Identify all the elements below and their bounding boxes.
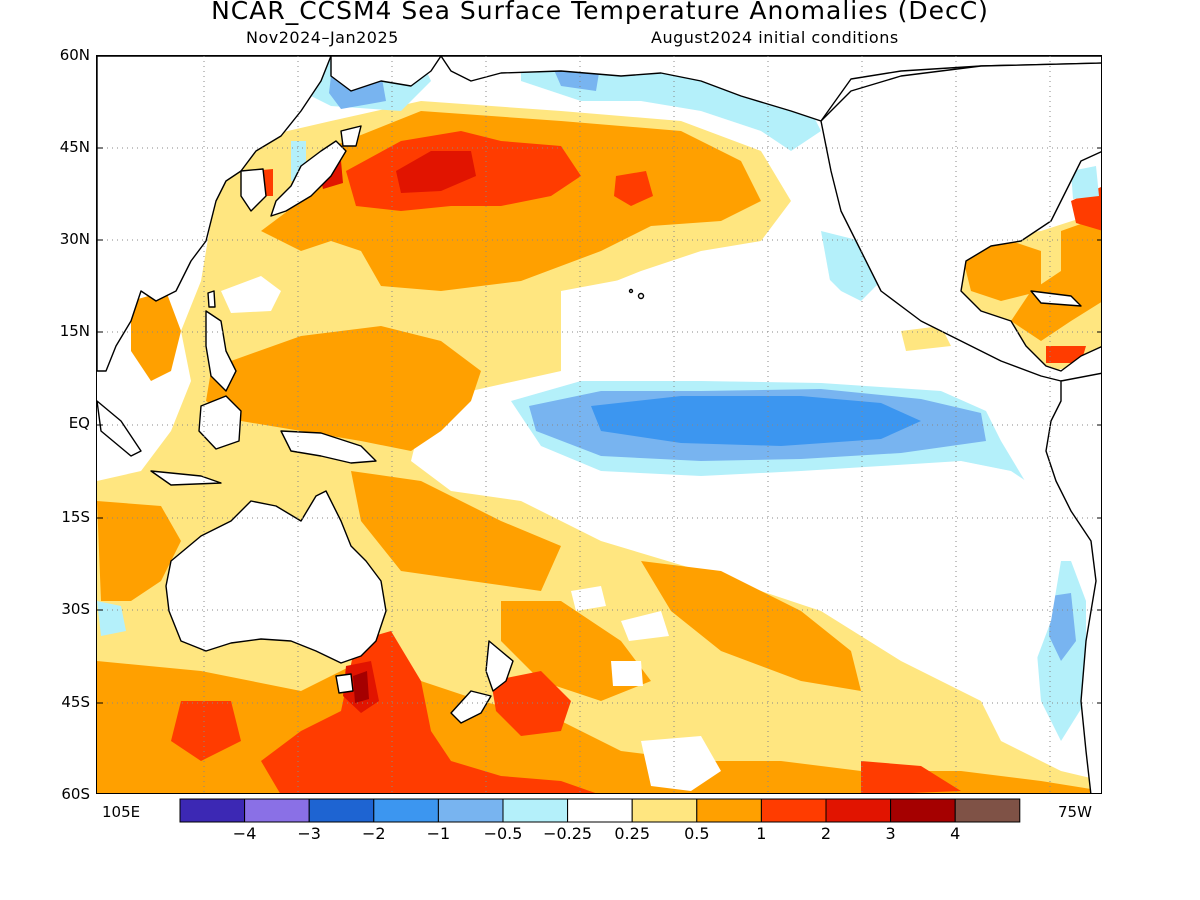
colorbar-label: −1 [426,824,451,843]
sumatra [97,400,142,457]
colorbar-swatch [437,798,504,823]
lat-label-15n: 15N [59,322,90,340]
russia-east [330,56,442,92]
colorbar-swatch [179,798,246,823]
colorbar-label: −4 [232,824,257,843]
colorbar-swatch [631,798,698,823]
colorbar-swatch [308,798,375,823]
colorbar-label: −3 [297,824,321,843]
coastlines [97,56,1101,793]
lon-label-left: 105E [102,803,141,821]
anomaly-maroon [353,671,369,703]
colorbar-swatch [825,798,892,823]
colorbar-label: −0.25 [543,824,593,843]
colorbar-label: −2 [362,824,386,843]
tasmania [335,673,354,694]
forecast-period: Nov2024–Jan2025 [246,28,399,47]
lat-label-15s: 15S [61,508,90,526]
north-america [820,62,1101,382]
map-canvas [97,56,1101,793]
borneo [198,395,242,450]
colorbar-label: 1 [756,824,767,843]
asia-mainland [97,56,332,372]
taiwan [207,290,216,308]
colorbar-swatch [890,798,956,823]
cuba [1030,290,1082,307]
hawaii [637,292,645,300]
colorbar-label: 2 [820,824,832,843]
new-guinea [280,430,377,464]
colorbar-swatch [954,798,1021,823]
colorbar-swatch [502,798,569,823]
australia [165,490,387,664]
colorbar-swatch [567,798,633,823]
colorbar-label: 0.5 [684,824,710,843]
lat-label-30n: 30N [59,230,90,248]
south-america [1045,372,1101,793]
sst-anomaly-map [96,55,1102,794]
map-title: NCAR_CCSM4 Sea Surface Temperature Anoma… [211,0,989,25]
lat-label-eq: EQ [68,414,90,432]
ticks [97,147,1101,704]
lat-label-45n: 45N [59,138,90,156]
hokkaido [340,125,362,147]
lat-label-45s: 45S [61,693,90,711]
lat-label-30s: 30S [61,600,90,618]
lat-label-60n: 60N [59,46,90,64]
lat-label-60s: 60S [61,785,90,803]
anomaly-neutral [221,251,1061,791]
colorbar-label: 0.25 [614,824,650,843]
new-zealand-south [450,690,492,724]
japan [270,140,347,217]
colorbar-swatch [760,798,827,823]
anomaly-blue [591,396,921,446]
colorbar-label: 4 [950,824,961,843]
korea [240,168,267,212]
colorbar-swatch [696,798,762,823]
philippines [205,310,237,392]
colorbar-label: −0.5 [483,824,523,843]
lon-label-right: 75W [1058,803,1092,821]
colorbar-swatch [244,798,310,823]
initial-conditions: August2024 initial conditions [651,28,899,47]
grid [97,56,1101,793]
colorbar-swatch [373,798,439,823]
colorbar-label: 3 [885,824,896,843]
